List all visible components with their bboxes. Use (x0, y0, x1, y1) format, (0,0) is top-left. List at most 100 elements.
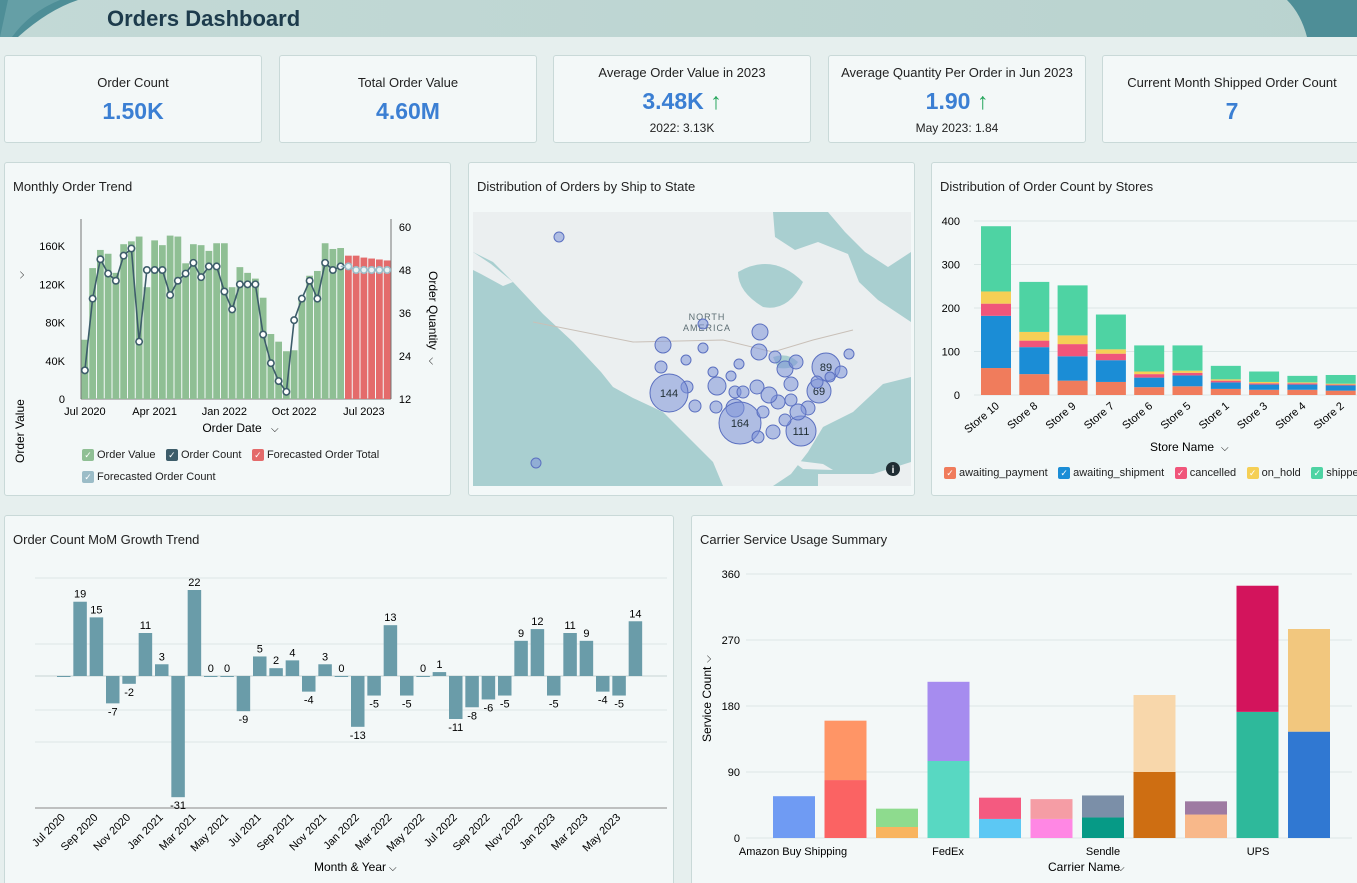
carrier-bar-segment[interactable] (824, 720, 867, 781)
carrier-bar-segment[interactable] (876, 827, 918, 838)
forecast-value-bar[interactable] (345, 255, 352, 399)
legend-item-cancelled[interactable]: ✓ cancelled (1174, 467, 1236, 479)
order-value-bar[interactable] (298, 299, 306, 399)
order-value-bar[interactable] (236, 267, 244, 399)
store-bar-segment[interactable] (1095, 360, 1126, 382)
map-info-icon[interactable] (886, 462, 900, 476)
forecast-count-point[interactable] (352, 266, 361, 275)
store-bar-segment[interactable] (1172, 386, 1203, 395)
store-bar-segment[interactable] (1057, 356, 1088, 381)
store-bar-segment[interactable] (1325, 385, 1356, 391)
store-bar-segment[interactable] (1172, 375, 1203, 387)
order-count-point[interactable] (197, 273, 206, 282)
forecast-count-point[interactable] (344, 262, 353, 271)
map-bubble[interactable] (765, 424, 781, 440)
y-axis-label-right[interactable]: Order Quantity (426, 271, 440, 350)
order-count-point[interactable] (88, 294, 97, 303)
store-bar-segment[interactable] (1249, 384, 1280, 390)
order-value-bar[interactable] (283, 351, 290, 399)
mom-bar[interactable] (514, 640, 528, 676)
forecast-value-bar[interactable] (360, 257, 368, 399)
order-value-bar[interactable] (259, 297, 267, 399)
store-bar-segment[interactable] (1287, 389, 1318, 395)
order-value-bar[interactable] (97, 249, 104, 399)
mom-bar[interactable] (432, 672, 447, 676)
store-bar-segment[interactable] (1325, 383, 1356, 385)
mom-bar[interactable] (367, 676, 381, 696)
carrier-bar-segment[interactable] (1030, 799, 1073, 819)
carrier-bar-segment[interactable] (773, 796, 815, 838)
kpi-order-count[interactable]: Order Count 1.50K (4, 55, 262, 143)
forecast-value-bar[interactable] (352, 255, 360, 399)
legend-item-order-value[interactable]: ✓ Order Value (82, 449, 156, 461)
carrier-bar-segment[interactable] (1288, 629, 1330, 732)
store-bar-segment[interactable] (1210, 388, 1241, 395)
map-bubble[interactable] (709, 400, 723, 414)
mom-bar[interactable] (73, 601, 87, 676)
store-bar-segment[interactable] (1172, 345, 1203, 371)
y-axis-chevron[interactable]: ⌵ (703, 655, 714, 663)
order-count-point[interactable] (290, 316, 299, 325)
order-count-point[interactable] (104, 269, 113, 278)
y2-axis-chevron[interactable]: ⌵ (426, 357, 437, 365)
order-value-bar[interactable] (275, 341, 282, 399)
order-value-bar[interactable] (228, 287, 236, 399)
store-bar-segment[interactable] (1019, 347, 1050, 375)
kpi-average-order-value[interactable]: Average Order Value in 2023 3.48K ↑ 2022… (553, 55, 811, 143)
map-bubble[interactable] (756, 405, 770, 419)
map-bubble[interactable] (718, 401, 762, 445)
legend-item-forecasted-order-total[interactable]: ✓ Forecasted Order Total (251, 449, 379, 461)
store-bar-segment[interactable] (1095, 349, 1126, 354)
mom-bar[interactable] (253, 656, 267, 676)
order-count-point[interactable] (274, 377, 283, 386)
legend-item-forecasted-order-count[interactable]: ✓ Forecasted Order Count (82, 471, 216, 483)
order-value-bar[interactable] (306, 275, 313, 399)
store-bar-segment[interactable] (1134, 345, 1165, 372)
order-count-point[interactable] (80, 366, 89, 375)
carrier-bar-segment[interactable] (1236, 711, 1279, 838)
forecast-value-bar[interactable] (376, 259, 383, 399)
mom-bar[interactable] (383, 625, 398, 676)
order-count-point[interactable] (119, 251, 128, 260)
carrier-bar-segment[interactable] (876, 808, 918, 827)
forecast-value-bar[interactable] (383, 260, 391, 399)
store-bar-segment[interactable] (1325, 384, 1356, 386)
order-value-bar[interactable] (190, 244, 197, 399)
order-value-bar[interactable] (252, 278, 259, 399)
store-bar-segment[interactable] (1019, 331, 1050, 341)
store-bar-segment[interactable] (1019, 340, 1050, 348)
legend-item-shipped[interactable]: ✓shipped (1311, 467, 1357, 479)
mom-bar[interactable] (628, 621, 643, 676)
store-bar-segment[interactable] (981, 315, 1011, 369)
store-bar-segment[interactable] (1057, 285, 1088, 336)
mom-bar[interactable] (57, 676, 71, 677)
map-bubble[interactable] (768, 350, 782, 364)
mom-bar[interactable] (236, 676, 251, 712)
order-count-point[interactable] (173, 276, 182, 285)
store-bar-segment[interactable] (1249, 383, 1280, 385)
order-value-bar[interactable] (329, 248, 337, 399)
x-axis-chevron[interactable]: ⌵ (1117, 863, 1125, 874)
mom-bar[interactable] (106, 676, 120, 704)
carrier-bar-segment[interactable] (1133, 772, 1176, 838)
order-count-point[interactable] (259, 330, 268, 339)
mom-bar[interactable] (302, 676, 316, 692)
mom-bar[interactable] (351, 676, 365, 727)
map-bubble[interactable] (778, 413, 792, 427)
order-count-point[interactable] (111, 276, 120, 285)
map-bubble[interactable] (749, 379, 765, 395)
order-value-bar[interactable] (205, 250, 213, 399)
kpi-average-quantity[interactable]: Average Quantity Per Order in Jun 2023 1… (828, 55, 1086, 143)
forecast-count-point[interactable] (359, 266, 368, 275)
x-axis-chevron[interactable]: ⌵ (1221, 443, 1229, 454)
order-value-bar[interactable] (151, 240, 158, 399)
x-axis-label[interactable]: Month & Year (314, 860, 386, 874)
mom-bar[interactable] (530, 629, 545, 676)
order-count-point[interactable] (228, 305, 237, 314)
mom-bar[interactable] (449, 676, 463, 719)
store-bar-segment[interactable] (1095, 381, 1126, 395)
order-value-bar[interactable] (221, 243, 228, 399)
carrier-bar-segment[interactable] (979, 818, 1021, 838)
store-bar-segment[interactable] (1287, 384, 1318, 390)
